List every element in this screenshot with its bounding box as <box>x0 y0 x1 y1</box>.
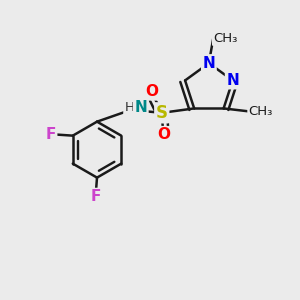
Text: N: N <box>202 56 215 70</box>
Text: CH₃: CH₃ <box>249 105 273 118</box>
Text: N: N <box>134 100 147 115</box>
Text: O: O <box>145 84 158 99</box>
Text: N: N <box>226 73 239 88</box>
Text: O: O <box>157 128 170 142</box>
Text: S: S <box>156 104 168 122</box>
Text: F: F <box>90 189 101 204</box>
Text: F: F <box>46 127 56 142</box>
Text: CH₃: CH₃ <box>213 32 238 45</box>
Text: H: H <box>124 101 134 114</box>
